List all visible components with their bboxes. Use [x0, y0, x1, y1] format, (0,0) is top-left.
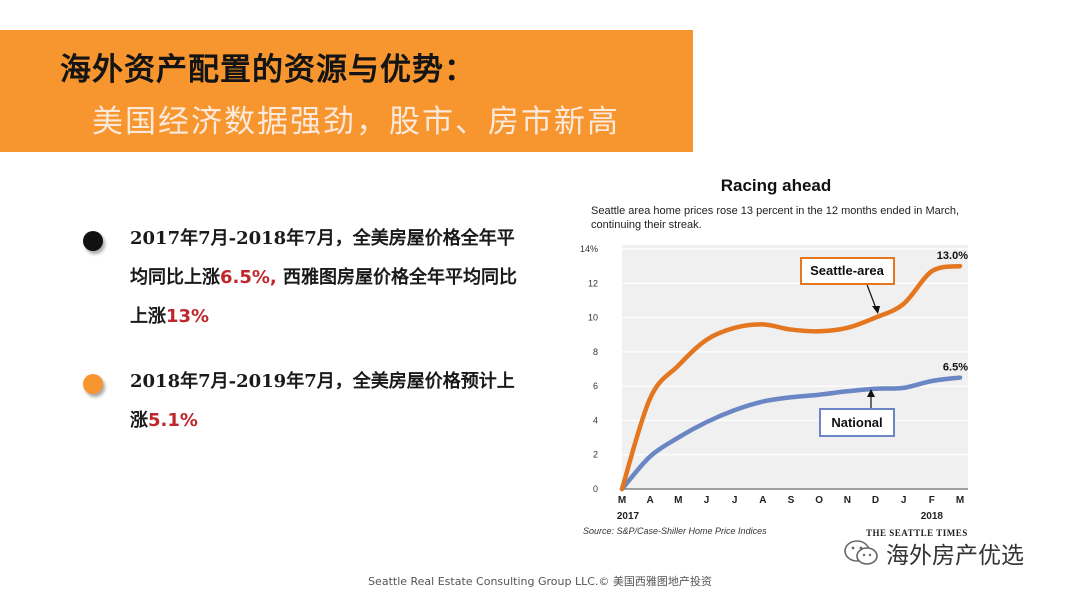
- chart-brand: THE SEATTLE TIMES: [866, 528, 968, 538]
- x-tick-label: J: [704, 495, 710, 506]
- y-tick-label: 0: [593, 484, 598, 494]
- series-end-label: 6.5%: [943, 362, 968, 374]
- bullet-text-1: 2017年7月-2018年7月，全美房屋价格全年平均同比上涨6.5%, 西雅图房…: [130, 228, 518, 327]
- callout-box-seattle: [800, 257, 895, 285]
- watermark: 海外房产优选: [842, 536, 1024, 570]
- callout-label-seattle: Seattle-area: [810, 263, 884, 278]
- y-tick-label: 4: [593, 415, 598, 425]
- header-banner: 海外资产配置的资源与优势： 美国经济数据强劲，股市、房市新高: [0, 30, 693, 152]
- callout-box-national: [819, 408, 895, 437]
- x-tick-label: J: [732, 495, 738, 506]
- x-tick-label: S: [788, 495, 795, 506]
- x-tick-label: O: [815, 495, 823, 506]
- series-line-national: [619, 375, 963, 492]
- x-tick-label: M: [956, 495, 964, 506]
- callout-arrow: [872, 306, 880, 314]
- page-title: 海外资产配置的资源与优势：: [60, 52, 476, 88]
- plot-area: [622, 245, 968, 489]
- y-tick-label: 2: [593, 450, 598, 460]
- chart-subtitle: Seattle area home prices rose 13 percent…: [591, 205, 960, 231]
- bullet-dot-icon: [83, 374, 103, 394]
- x-tick-label: D: [872, 495, 879, 506]
- x-tick-label: J: [901, 495, 907, 506]
- x-tick-label: M: [618, 495, 626, 506]
- callout-arrow: [867, 389, 875, 397]
- x-tick-label: A: [759, 495, 766, 506]
- series-line-seattle-area: [619, 263, 963, 492]
- y-tick-label: 12: [588, 278, 598, 288]
- y-tick-label: 8: [593, 347, 598, 357]
- x-tick-label: F: [929, 495, 935, 506]
- bullet-dot-icon: [83, 231, 103, 251]
- series-end-label: 13.0%: [937, 250, 968, 262]
- x-tick-label: M: [674, 495, 682, 506]
- watermark-text: 海外房产优选: [886, 543, 1024, 569]
- page-subtitle: 美国经济数据强劲，股市、房市新高: [92, 104, 620, 140]
- chart-source: Source: S&P/Case-Shiller Home Price Indi…: [583, 526, 767, 536]
- callout-leader: [865, 281, 878, 312]
- wechat-icon: [844, 540, 878, 565]
- y-tick-label: 10: [588, 313, 598, 323]
- y-tick-label: 14%: [580, 244, 598, 254]
- chart-title: Racing ahead: [720, 176, 832, 195]
- x-tick-label: N: [844, 495, 851, 506]
- y-tick-label: 6: [593, 381, 598, 391]
- callout-label-national: National: [831, 415, 882, 430]
- footer-text: Seattle Real Estate Consulting Group LLC…: [368, 575, 712, 588]
- x-tick-label: A: [647, 495, 654, 506]
- x-year-label: 2018: [921, 511, 944, 522]
- bullet-text-2: 2018年7月-2019年7月，全美房屋价格预计上涨5.1%: [130, 371, 515, 431]
- x-year-label: 2017: [617, 511, 640, 522]
